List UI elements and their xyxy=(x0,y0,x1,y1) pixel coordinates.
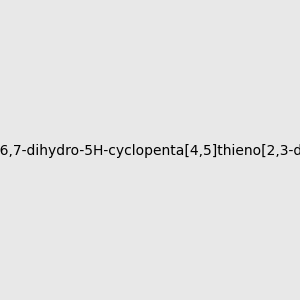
Text: 3-((6,7-dihydro-5H-cyclopenta[4,5]thieno[2,3-d]pyr: 3-((6,7-dihydro-5H-cyclopenta[4,5]thieno… xyxy=(0,145,300,158)
